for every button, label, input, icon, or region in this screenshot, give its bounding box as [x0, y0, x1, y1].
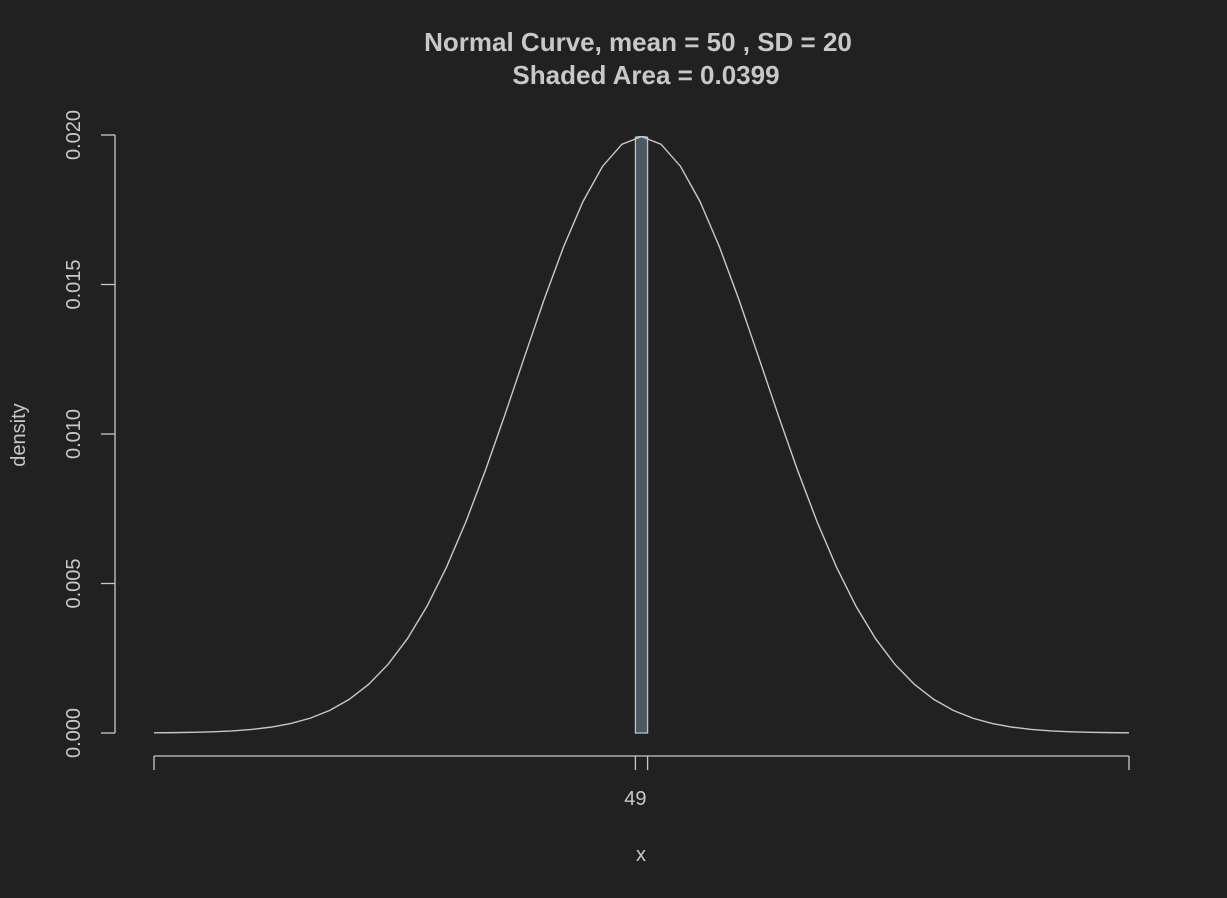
y-axis-label: density: [8, 403, 30, 466]
x-axis-label: x: [636, 844, 646, 866]
density-curve: [153, 135, 1130, 734]
y-tick-label: 0.000: [63, 708, 85, 758]
y-tick-label: 0.010: [63, 409, 85, 459]
y-axis: 0.000 0.005 0.010 0.015 0.020: [63, 110, 116, 758]
chart-title: Normal Curve, mean = 50 , SD = 20: [424, 27, 852, 57]
chart-subtitle: Shaded Area = 0.0399: [512, 60, 779, 90]
y-tick-label: 0.020: [63, 110, 85, 160]
x-tick-label: 49: [624, 788, 646, 810]
y-tick-label: 0.015: [63, 259, 85, 309]
shaded-area-layer: [634, 135, 649, 734]
shaded-area: [634, 135, 649, 734]
x-axis: 49: [153, 755, 1130, 810]
density-curve-layer: [153, 135, 1130, 734]
y-tick-label: 0.005: [63, 558, 85, 608]
